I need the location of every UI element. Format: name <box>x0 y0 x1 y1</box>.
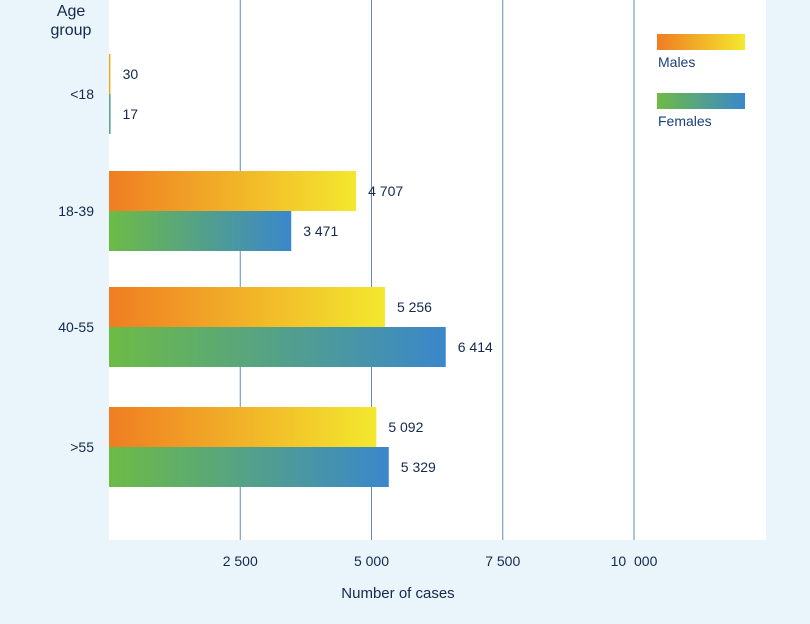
bar-females-0 <box>109 94 111 134</box>
data-label: 4 707 <box>368 183 403 199</box>
legend-swatch-females <box>657 93 745 109</box>
y-axis-title: Age group <box>51 3 92 39</box>
data-label: 6 414 <box>458 339 493 355</box>
data-label: 5 256 <box>397 299 432 315</box>
category-label: <18 <box>70 86 94 102</box>
legend-swatch-males <box>657 34 745 50</box>
legend: Males Females <box>657 34 745 129</box>
bar-females-3 <box>109 447 389 487</box>
bars: 30 17 4 707 3 471 5 256 6 414 5 092 5 329 <box>109 54 493 487</box>
x-tick-label: 5 000 <box>354 553 389 569</box>
bar-females-2 <box>109 327 446 367</box>
bar-females-1 <box>109 211 292 251</box>
x-tick-label: 10 000 <box>611 553 658 569</box>
x-tick-labels: 2 500 5 000 7 500 10 000 <box>223 553 658 569</box>
category-label: 18-39 <box>58 203 94 219</box>
category-label: 40-55 <box>58 319 94 335</box>
legend-label-males: Males <box>658 54 695 70</box>
category-label: >55 <box>70 439 94 455</box>
bar-males-1 <box>109 171 357 211</box>
x-tick-label: 7 500 <box>485 553 520 569</box>
category-labels: <18 18-39 40-55 >55 <box>58 86 94 455</box>
x-axis-title: Number of cases <box>341 585 454 602</box>
data-label: 3 471 <box>303 223 338 239</box>
data-label: 5 329 <box>401 459 436 475</box>
bar-males-3 <box>109 407 377 447</box>
data-label: 30 <box>123 66 139 82</box>
x-tick-label: 2 500 <box>223 553 258 569</box>
legend-label-females: Females <box>658 113 712 129</box>
data-label: 17 <box>123 106 139 122</box>
bar-males-2 <box>109 287 385 327</box>
bar-males-0 <box>109 54 111 94</box>
data-label: 5 092 <box>388 419 423 435</box>
